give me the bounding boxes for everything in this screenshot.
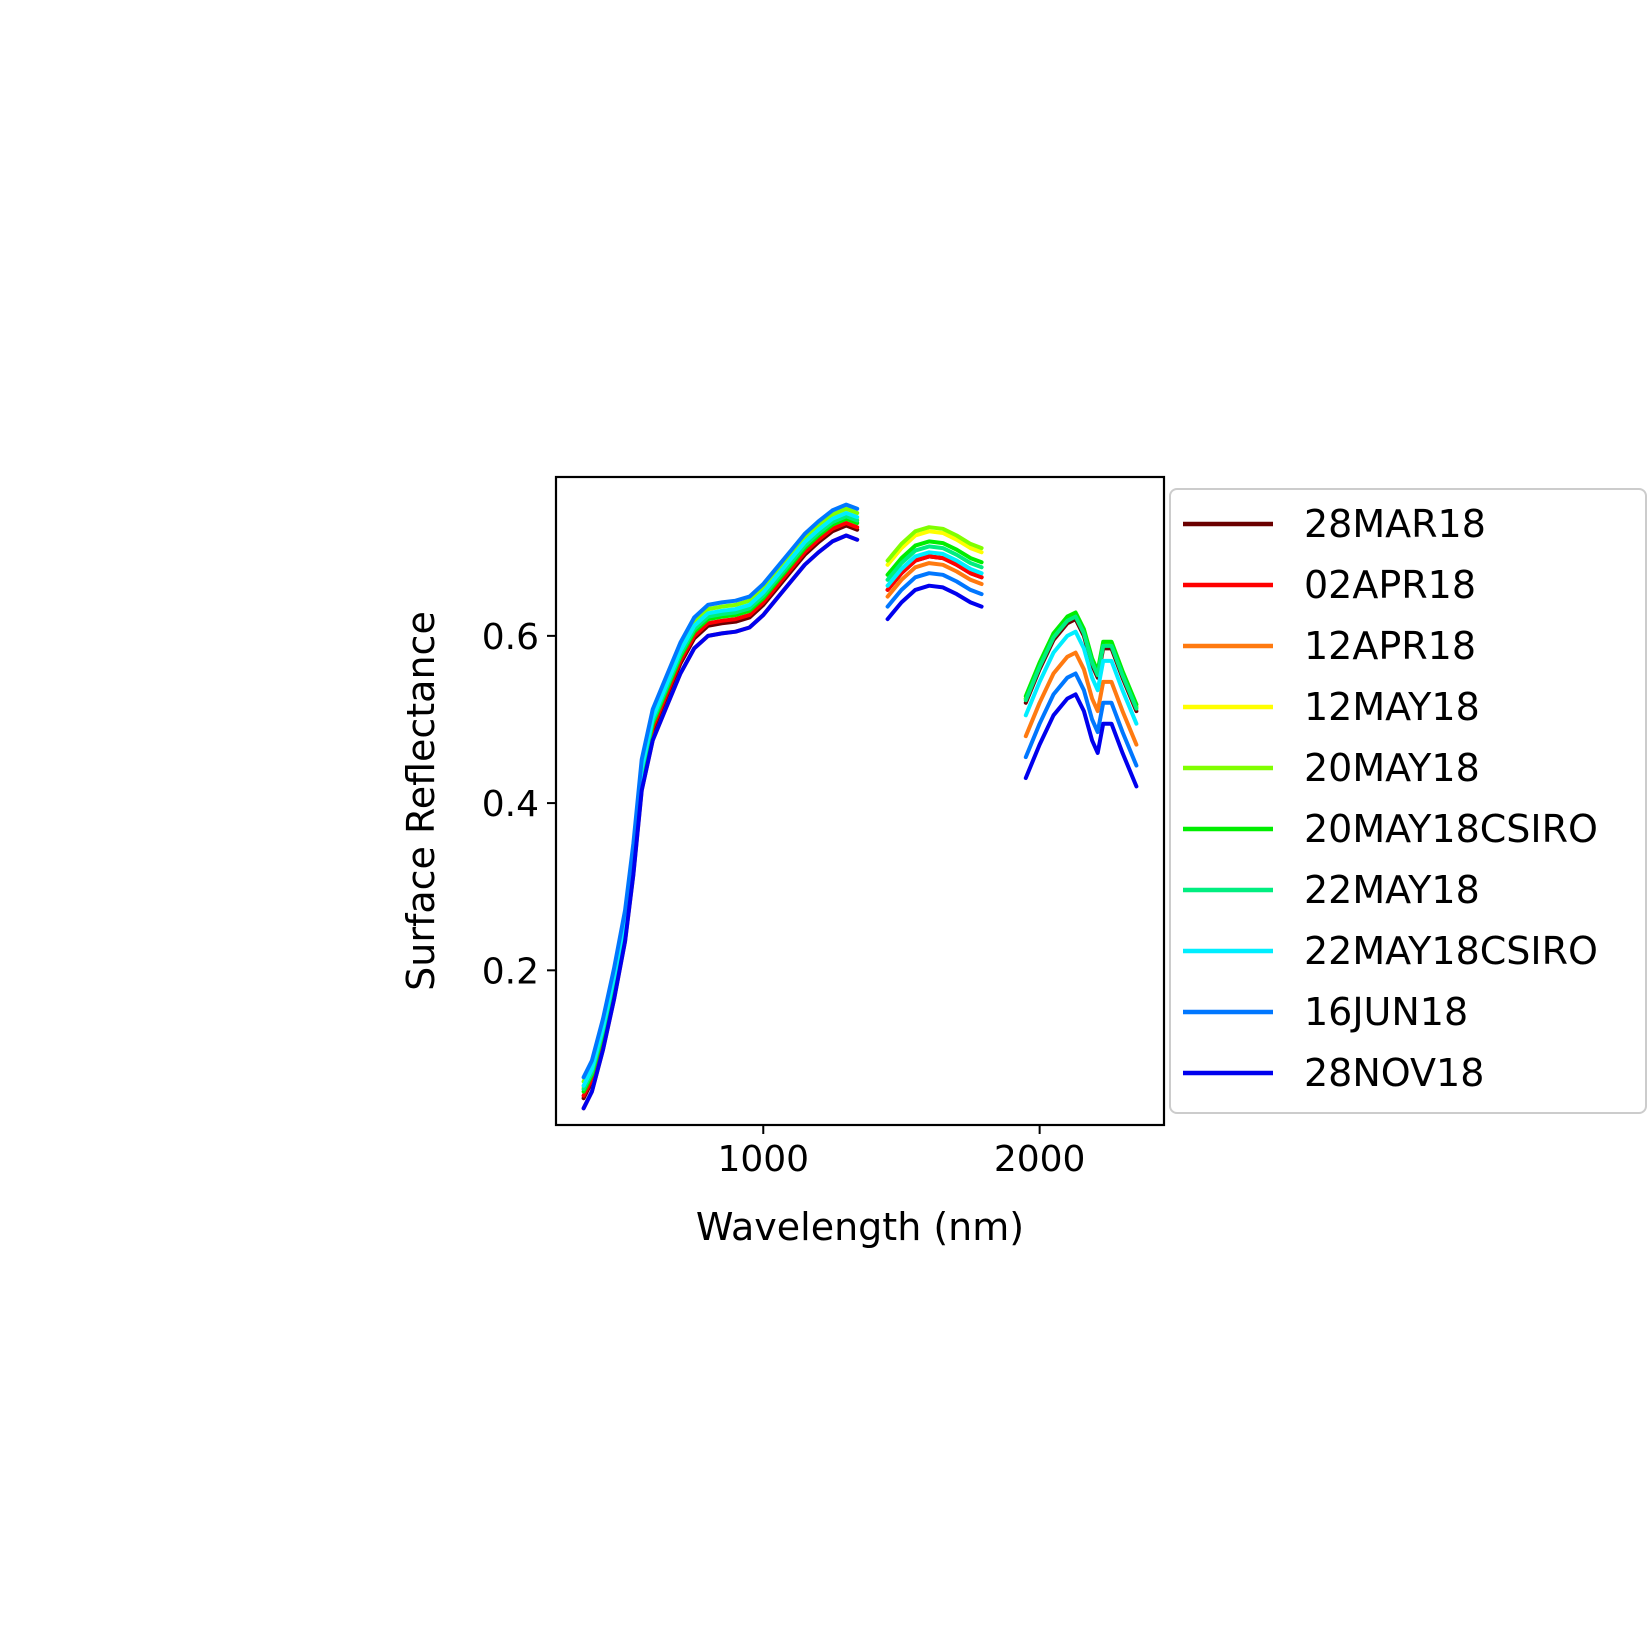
series-line-12apr18-segment-2: [885, 561, 984, 599]
series-line-28nov18-segment-2: [885, 583, 984, 622]
series-lines: [581, 502, 1139, 1111]
series-line-22may18csiro-segment-2: [885, 550, 984, 588]
legend-label: 28NOV18: [1304, 1051, 1484, 1095]
legend: 28MAR18 02APR18 12APR18 12MAY18 20MAY18 20MAY…: [1169, 488, 1647, 1114]
x-tick-label: 2000: [994, 1139, 1086, 1180]
legend-label: 12MAY18: [1304, 685, 1480, 729]
series-line-16jun18-segment-2: [885, 571, 984, 609]
series-line-22may18-segment-2: [885, 544, 984, 582]
series-line-22may18-segment-3: [1023, 614, 1139, 711]
legend-label: 02APR18: [1304, 563, 1476, 607]
series-line-28nov18-segment-1: [581, 533, 860, 1111]
legend-label: 12APR18: [1304, 624, 1476, 668]
x-axis-label: Wavelength (nm): [696, 1205, 1024, 1249]
legend-label: 20MAY18CSIRO: [1304, 807, 1598, 851]
series-line-02apr18-segment-2: [885, 554, 984, 592]
series-line-12may18-segment-2: [885, 529, 984, 567]
legend-label: 22MAY18: [1304, 868, 1480, 912]
y-tick-label: 0.6: [482, 617, 539, 658]
y-axis: 0.2 0.4 0.6: [482, 617, 556, 992]
series-line-16jun18-segment-3: [1023, 671, 1139, 768]
y-axis-label: Surface Reflectance: [399, 611, 443, 991]
legend-label: 28MAR18: [1304, 502, 1486, 546]
series-line-16jun18-segment-1: [581, 502, 860, 1080]
plot-area: [554, 475, 1166, 1127]
legend-label: 22MAY18CSIRO: [1304, 929, 1598, 973]
y-tick-label: 0.2: [482, 951, 539, 992]
x-axis: 1000 2000: [717, 1125, 1085, 1180]
legend-label: 16JUN18: [1304, 990, 1468, 1034]
series-line-20may18csiro-segment-2: [885, 539, 984, 577]
legend-frame: [1169, 488, 1647, 1114]
x-tick-label: 1000: [717, 1139, 809, 1180]
series-line-12apr18-segment-3: [1023, 650, 1139, 747]
legend-label: 20MAY18: [1304, 746, 1480, 790]
series-line-20may18-segment-2: [885, 525, 984, 563]
series-line-22may18csiro-segment-3: [1023, 629, 1139, 726]
y-tick-label: 0.4: [482, 784, 539, 825]
series-line-28nov18-segment-3: [1023, 692, 1139, 789]
